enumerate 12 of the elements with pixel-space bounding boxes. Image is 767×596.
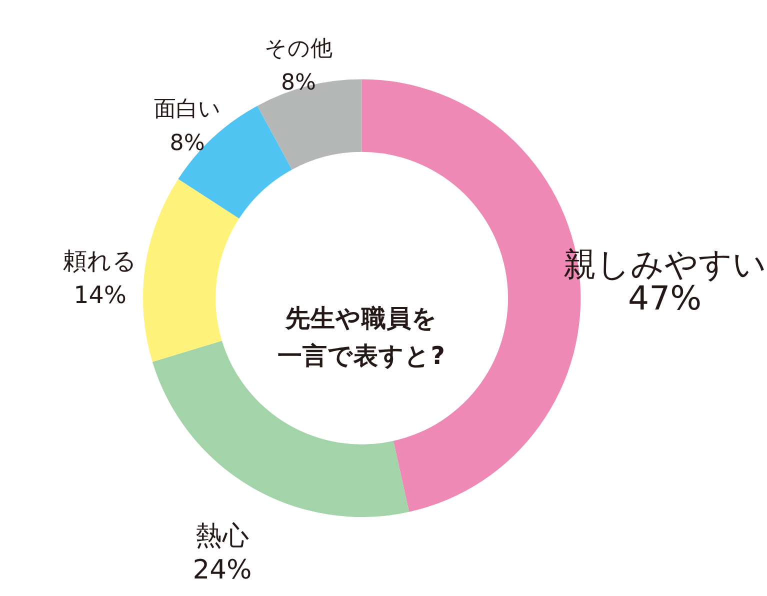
slice-label: 親しみやすい — [563, 244, 766, 284]
slice-label: その他 — [264, 36, 333, 62]
data-label: 24% — [192, 554, 252, 586]
slice-label: 面白い — [154, 97, 221, 122]
donut-slice — [152, 340, 410, 517]
donut-slice — [143, 179, 240, 362]
data-label: 8% — [281, 70, 316, 96]
data-label: 8% — [170, 131, 205, 156]
slice-label: 頼れる — [63, 246, 138, 275]
data-label: 14% — [74, 280, 126, 309]
text: 先生や職員を一言で表すと? — [278, 303, 445, 370]
slice-label: 熱心 — [195, 520, 250, 552]
